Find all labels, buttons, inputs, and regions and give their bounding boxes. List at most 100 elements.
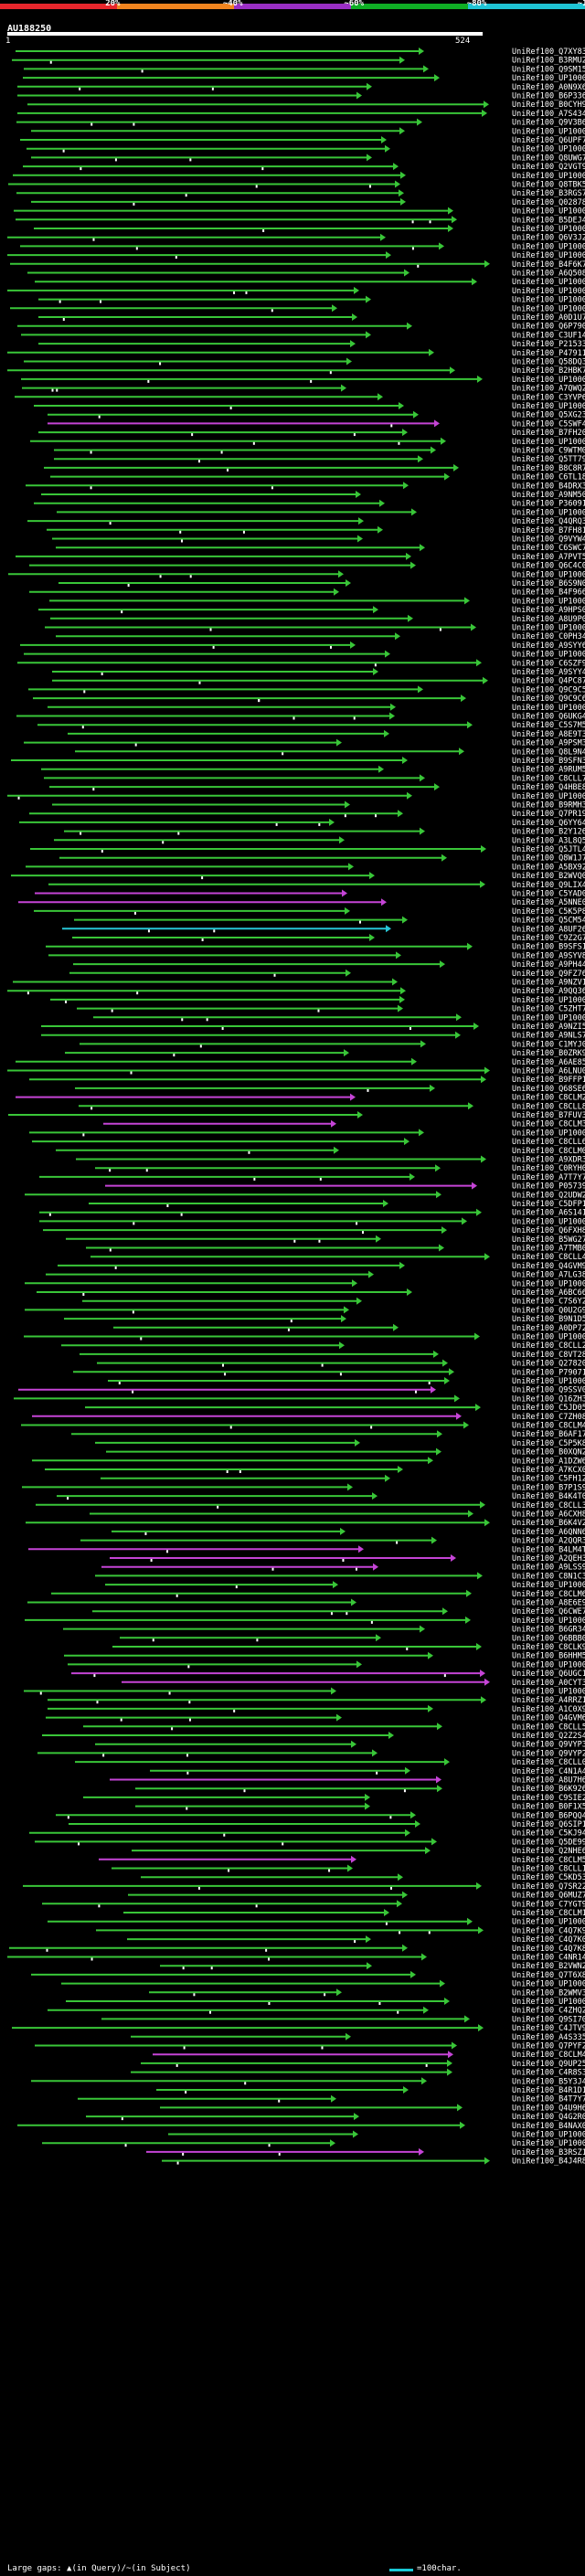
- hit-label[interactable]: UniRef100_UP1000..: [512, 287, 585, 296]
- hit-label[interactable]: UniRef100_A4S335: [512, 2033, 585, 2042]
- hit-label[interactable]: UniRef100_C5DFP1: [512, 1200, 585, 1209]
- hit-label[interactable]: UniRef100_A8E6E9: [512, 1599, 585, 1608]
- hit-label[interactable]: UniRef100_B6GR34: [512, 1626, 585, 1635]
- hit-label[interactable]: UniRef100_A9NZV1: [512, 979, 585, 988]
- hit-label[interactable]: UniRef100_Q6BBB0: [512, 1634, 585, 1643]
- hit-label[interactable]: UniRef100_Q6YY64: [512, 819, 585, 828]
- hit-label[interactable]: UniRef100_UP1000..: [512, 792, 585, 801]
- hit-label[interactable]: UniRef100_B8C8R7: [512, 464, 585, 473]
- hit-label[interactable]: UniRef100_B9SFN3: [512, 757, 585, 766]
- hit-label[interactable]: UniRef100_Q5TT79: [512, 455, 585, 464]
- hit-label[interactable]: UniRef100_B4T7Y7: [512, 2095, 585, 2104]
- hit-label[interactable]: UniRef100_A9HPS0: [512, 606, 585, 615]
- hit-label[interactable]: UniRef100_B6HHM5: [512, 1652, 585, 1661]
- hit-label[interactable]: UniRef100_C7ZH08: [512, 1413, 585, 1422]
- hit-label[interactable]: UniRef100_Q7XY83: [512, 48, 585, 57]
- hit-label[interactable]: UniRef100_UP1000..: [512, 1918, 585, 1927]
- hit-label[interactable]: UniRef100_C8CLL0: [512, 1758, 585, 1767]
- hit-label[interactable]: UniRef100_B6S9N0: [512, 579, 585, 588]
- hit-label[interactable]: UniRef100_UP1000..: [512, 278, 585, 287]
- hit-label[interactable]: UniRef100_B2HBK7: [512, 366, 585, 376]
- hit-label[interactable]: UniRef100_P05739: [512, 1182, 585, 1192]
- hit-label[interactable]: UniRef100_B3RMU2: [512, 57, 585, 66]
- hit-label[interactable]: UniRef100_C8CLM1: [512, 1909, 585, 1918]
- hit-label[interactable]: UniRef100_C4Q7K9: [512, 1926, 585, 1935]
- hit-label[interactable]: UniRef100_B6K926: [512, 1785, 585, 1794]
- hit-label[interactable]: UniRef100_P21533: [512, 340, 585, 349]
- hit-label[interactable]: UniRef100_C4JTV9: [512, 2024, 585, 2033]
- hit-label[interactable]: UniRef100_UP1000..: [512, 624, 585, 633]
- hit-label[interactable]: UniRef100_C6SWC7: [512, 544, 585, 553]
- hit-label[interactable]: UniRef100_UP1000..: [512, 1660, 585, 1670]
- hit-label[interactable]: UniRef100_Q9VYW4: [512, 535, 585, 545]
- hit-label[interactable]: UniRef100_A0D1U7: [512, 313, 585, 323]
- hit-label[interactable]: UniRef100_B9SFS1: [512, 943, 585, 952]
- hit-label[interactable]: UniRef100_Q9V3B6: [512, 119, 585, 128]
- hit-label[interactable]: UniRef100_Q4QRQ3: [512, 517, 585, 526]
- hit-label[interactable]: UniRef100_UP1000..: [512, 402, 585, 411]
- hit-label[interactable]: UniRef100_A7QWQ2: [512, 385, 585, 394]
- hit-label[interactable]: UniRef100_UP1000..: [512, 1217, 585, 1226]
- hit-label[interactable]: UniRef100_B4F966: [512, 588, 585, 598]
- hit-label[interactable]: UniRef100_A6QNN6: [512, 1528, 585, 1537]
- hit-label[interactable]: UniRef100_Q6UKG4: [512, 713, 585, 722]
- hit-label[interactable]: UniRef100_A6LNU0: [512, 1067, 585, 1076]
- hit-label[interactable]: UniRef100_B4J4R8: [512, 2157, 585, 2167]
- hit-label[interactable]: UniRef100_C8CLM6: [512, 1590, 585, 1599]
- hit-label[interactable]: UniRef100_A9NM50: [512, 491, 585, 500]
- hit-label[interactable]: UniRef100_C8CLL7: [512, 774, 585, 783]
- hit-label[interactable]: UniRef100_C5JD05: [512, 1404, 585, 1413]
- hit-label[interactable]: UniRef100_C9SIE2: [512, 1794, 585, 1803]
- hit-label[interactable]: UniRef100_A7S434: [512, 110, 585, 119]
- hit-label[interactable]: UniRef100_C5YAD0: [512, 890, 585, 899]
- hit-label[interactable]: UniRef100_B6PQQ4: [512, 1811, 585, 1820]
- hit-label[interactable]: UniRef100_UP1000..: [512, 1688, 585, 1697]
- hit-label[interactable]: UniRef100_B2Y126: [512, 828, 585, 837]
- hit-label[interactable]: UniRef100_C5KD53: [512, 1873, 585, 1882]
- hit-label[interactable]: UniRef100_A9XDR3: [512, 1156, 585, 1165]
- hit-label[interactable]: UniRef100_B4NAX0: [512, 2122, 585, 2131]
- hit-label[interactable]: UniRef100_C5P5K8: [512, 1439, 585, 1448]
- hit-label[interactable]: UniRef100_UP1000..: [512, 1980, 585, 1989]
- hit-label[interactable]: UniRef100_UP1000..: [512, 304, 585, 313]
- hit-label[interactable]: UniRef100_UP1000..: [512, 2139, 585, 2148]
- hit-label[interactable]: UniRef100_C1MYJ0: [512, 1040, 585, 1049]
- hit-label[interactable]: UniRef100_UP1000..: [512, 242, 585, 251]
- hit-label[interactable]: UniRef100_Q6FXH8: [512, 1226, 585, 1235]
- hit-label[interactable]: UniRef100_B4R1D1: [512, 2086, 585, 2095]
- hit-label[interactable]: UniRef100_Q4G2R0: [512, 2113, 585, 2122]
- hit-label[interactable]: UniRef100_B0XQN2: [512, 1448, 585, 1458]
- hit-label[interactable]: UniRef100_UP1000..: [512, 1013, 585, 1023]
- hit-label[interactable]: UniRef100_C0PH34: [512, 632, 585, 641]
- hit-label[interactable]: UniRef100_A4RRZ1: [512, 1696, 585, 1705]
- hit-label[interactable]: UniRef100_C8CLL3: [512, 1501, 585, 1511]
- hit-label[interactable]: UniRef100_UP1000..: [512, 1581, 585, 1590]
- hit-label[interactable]: UniRef100_UP1000..: [512, 1617, 585, 1626]
- hit-label[interactable]: UniRef100_A9QQ36: [512, 987, 585, 996]
- hit-label[interactable]: UniRef100_C8CLL2: [512, 1341, 585, 1351]
- hit-label[interactable]: UniRef100_C9Z2G7: [512, 934, 585, 943]
- hit-label[interactable]: UniRef100_C4NR14: [512, 1954, 585, 1963]
- hit-label[interactable]: UniRef100_B4LM4T: [512, 1545, 585, 1554]
- hit-label[interactable]: UniRef100_Q6UPF7: [512, 136, 585, 145]
- hit-label[interactable]: UniRef100_A5BX92: [512, 863, 585, 872]
- hit-label[interactable]: UniRef100_Q5DE99: [512, 1838, 585, 1847]
- hit-label[interactable]: UniRef100_UP1000..: [512, 1279, 585, 1288]
- hit-label[interactable]: UniRef100_Q0U2G9: [512, 1306, 585, 1315]
- hit-label[interactable]: UniRef100_UP1000..: [512, 597, 585, 606]
- hit-label[interactable]: UniRef100_C4R8S3: [512, 2069, 585, 2078]
- hit-label[interactable]: UniRef100_B7FH20: [512, 429, 585, 438]
- hit-label[interactable]: UniRef100_Q8L9N4: [512, 747, 585, 757]
- hit-label[interactable]: UniRef100_Q27820: [512, 1360, 585, 1369]
- hit-label[interactable]: UniRef100_UP1000..: [512, 2131, 585, 2140]
- hit-label[interactable]: UniRef100_A7KCX0: [512, 1466, 585, 1475]
- hit-label[interactable]: UniRef100_B2VWN2: [512, 1962, 585, 1971]
- hit-label[interactable]: UniRef100_UP1000..: [512, 74, 585, 83]
- hit-label[interactable]: UniRef100_C8N1C3: [512, 1572, 585, 1581]
- hit-label[interactable]: UniRef100_A9SYY6: [512, 641, 585, 651]
- hit-label[interactable]: UniRef100_C3UF14: [512, 331, 585, 340]
- hit-label[interactable]: UniRef100_Q9LIX4: [512, 881, 585, 890]
- hit-label[interactable]: UniRef100_C8CLL4: [512, 1253, 585, 1262]
- hit-label[interactable]: UniRef100_C3YVP6: [512, 393, 585, 402]
- hit-label[interactable]: UniRef100_Q6MUZ7: [512, 1892, 585, 1901]
